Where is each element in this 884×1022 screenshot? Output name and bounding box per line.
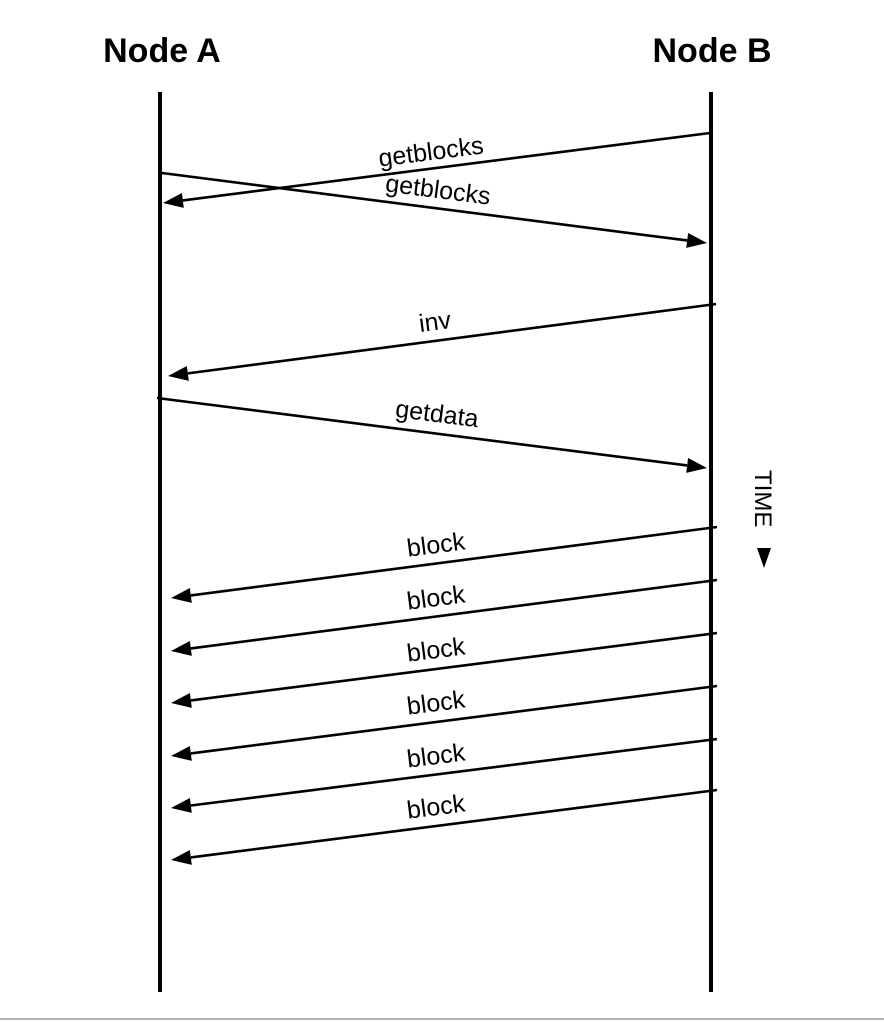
arrow-head-icon <box>171 746 192 761</box>
message-line <box>190 684 718 755</box>
message-line <box>156 396 688 467</box>
arrow-head-icon <box>686 458 707 473</box>
arrow-head-icon <box>168 365 189 381</box>
message-line <box>187 302 717 375</box>
message-line <box>182 131 711 202</box>
message-7: block <box>171 631 718 708</box>
message-label: getblocks <box>377 131 485 172</box>
message-line <box>190 578 718 650</box>
message-label: getdata <box>394 395 480 433</box>
arrow-head-icon <box>171 693 192 708</box>
time-indicator: TIME <box>749 470 776 568</box>
time-arrow-icon <box>757 548 771 568</box>
arrow-head-icon <box>686 233 707 248</box>
message-4: getdata <box>156 395 707 473</box>
arrow-head-icon <box>171 587 192 603</box>
message-line <box>190 737 718 807</box>
message-label: block <box>405 580 467 615</box>
message-line <box>190 788 718 859</box>
arrow-head-icon <box>171 798 192 813</box>
time-label: TIME <box>749 470 776 527</box>
message-label: block <box>405 738 467 773</box>
message-line <box>190 525 718 597</box>
node-a-label: Node A <box>103 32 221 70</box>
arrow-head-icon <box>171 640 192 656</box>
message-label: block <box>405 685 467 720</box>
message-3: inv <box>168 302 717 381</box>
message-2: getblocks <box>161 169 707 248</box>
arrow-head-icon <box>171 850 192 865</box>
message-10: block <box>171 788 718 865</box>
message-label: inv <box>417 306 453 338</box>
message-line <box>161 171 688 242</box>
arrow-head-icon <box>163 193 184 208</box>
message-label: block <box>405 789 467 824</box>
message-line <box>190 631 718 702</box>
message-label: block <box>405 632 467 667</box>
node-b-label: Node B <box>653 32 772 70</box>
message-label: block <box>405 527 467 562</box>
